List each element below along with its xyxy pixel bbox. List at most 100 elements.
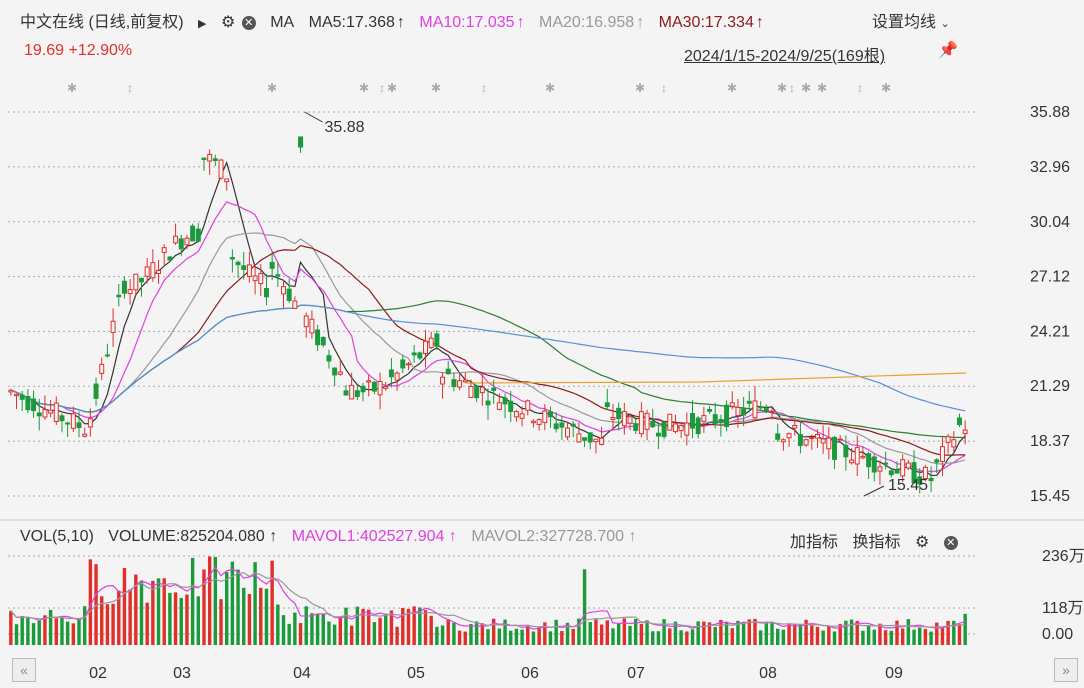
pin-icon[interactable]: 📌 — [938, 42, 958, 59]
volume-bar — [395, 626, 399, 645]
volume-bar — [940, 628, 945, 645]
volume-bar — [741, 621, 746, 645]
volume-bar — [162, 578, 166, 645]
indicator-buttons: 加指标 换指标 ⚙ ✕ — [790, 528, 968, 552]
candle-body — [468, 385, 474, 398]
close-icon[interactable]: ✕ — [943, 535, 958, 550]
volume-bar — [900, 628, 905, 645]
volume-bar — [355, 606, 360, 645]
candle-body — [195, 228, 201, 242]
volume-bar — [810, 625, 814, 645]
candle-body — [139, 278, 144, 283]
volume-bar — [14, 624, 19, 645]
volume-bar — [628, 625, 632, 645]
price-axis: 35.88 32.96 30.04 27.12 24.21 21.29 18.37 15.45 — [1030, 104, 1070, 505]
candle-body — [263, 288, 269, 298]
candle-body — [672, 423, 678, 433]
volume-bar — [349, 625, 354, 645]
volume-bar — [918, 627, 922, 645]
candle-body — [695, 417, 701, 435]
candle-body — [116, 294, 122, 298]
volume-bar — [139, 581, 144, 645]
candle-body — [638, 411, 644, 435]
candle-body — [860, 455, 866, 459]
scroll-right-button[interactable]: » — [1054, 658, 1078, 682]
volume-bar — [344, 607, 348, 645]
candle-body — [593, 438, 599, 443]
play-icon[interactable]: ▶ — [198, 18, 207, 30]
volume-bar — [588, 622, 592, 645]
candle-body — [371, 381, 377, 392]
ma-settings-button[interactable]: 设置均线 ⌄ — [872, 14, 950, 31]
volume-bar — [60, 617, 64, 645]
volume-bar — [679, 630, 683, 645]
volume-bar — [713, 626, 717, 645]
volume-bar — [276, 604, 280, 645]
volume-bar — [440, 625, 445, 645]
close-icon[interactable]: ✕ — [241, 15, 256, 30]
volume-bar — [827, 626, 831, 645]
volume-bar — [156, 578, 161, 645]
volume-bar — [310, 613, 314, 645]
x-tick-label: 06 — [521, 665, 539, 682]
candle-body — [701, 415, 707, 422]
volume-bar — [338, 616, 343, 645]
candle-body — [292, 300, 298, 309]
candle-body — [922, 466, 928, 479]
low-arrow — [863, 485, 885, 497]
candle-body — [121, 280, 127, 294]
candle-body — [320, 337, 326, 346]
volume-bar — [543, 622, 547, 645]
add-indicator-button[interactable]: 加指标 — [790, 534, 839, 551]
volume-bar — [105, 604, 110, 645]
volume-bar — [173, 592, 178, 645]
volume-bar — [946, 620, 950, 645]
stock-title[interactable]: 中文在线 (日线,前复权) — [20, 14, 184, 31]
volume-bar — [747, 619, 752, 645]
volume-bar — [94, 564, 98, 645]
ma10-line — [10, 201, 966, 473]
volume-bar — [651, 631, 655, 645]
volume-bar — [264, 588, 269, 645]
candle-body — [735, 406, 741, 417]
date-range[interactable]: 2024/1/15-2024/9/25(169根) — [684, 48, 886, 65]
volume-bar — [781, 629, 786, 645]
gear-icon[interactable]: ⚙ — [914, 534, 930, 551]
volume-bar — [912, 629, 916, 645]
candle-body — [530, 420, 536, 424]
switch-indicator-button[interactable]: 换指标 — [852, 534, 901, 551]
ma20-value: MA20:16.958 ↑ — [539, 14, 645, 31]
volume-bar — [616, 623, 621, 645]
price-tick-label: 30.04 — [1030, 214, 1070, 231]
ma-lines — [10, 160, 967, 477]
candle-body — [82, 433, 88, 437]
ma20-line — [10, 232, 966, 465]
candle-body — [542, 410, 548, 423]
volume-bar — [446, 619, 450, 645]
candle-body — [644, 412, 650, 430]
volume-bar — [474, 621, 479, 645]
gear-icon[interactable]: ⚙ — [220, 14, 236, 31]
volume-value: VOLUME:825204.080 ↑ — [108, 528, 278, 545]
candle-body — [712, 414, 718, 424]
candle-body — [326, 355, 332, 362]
candle-body — [104, 354, 110, 357]
volume-bar — [486, 629, 490, 645]
ma120-line — [10, 304, 966, 413]
volume-bar — [639, 623, 644, 645]
chevron-down-icon: ⌄ — [940, 18, 950, 30]
volume-bar — [906, 619, 911, 645]
volume-bar — [554, 619, 558, 645]
scroll-left-button[interactable]: « — [12, 658, 36, 682]
volume-ma-lines — [10, 566, 966, 630]
candle-body — [360, 385, 366, 393]
candle-body — [690, 413, 695, 429]
candle-body — [627, 416, 633, 424]
volume-bar — [503, 619, 507, 645]
candle-body — [269, 261, 275, 269]
ma5-line — [10, 160, 966, 477]
volume-bar — [77, 618, 81, 645]
volume-bar — [804, 619, 808, 645]
volume-bar — [270, 560, 274, 645]
